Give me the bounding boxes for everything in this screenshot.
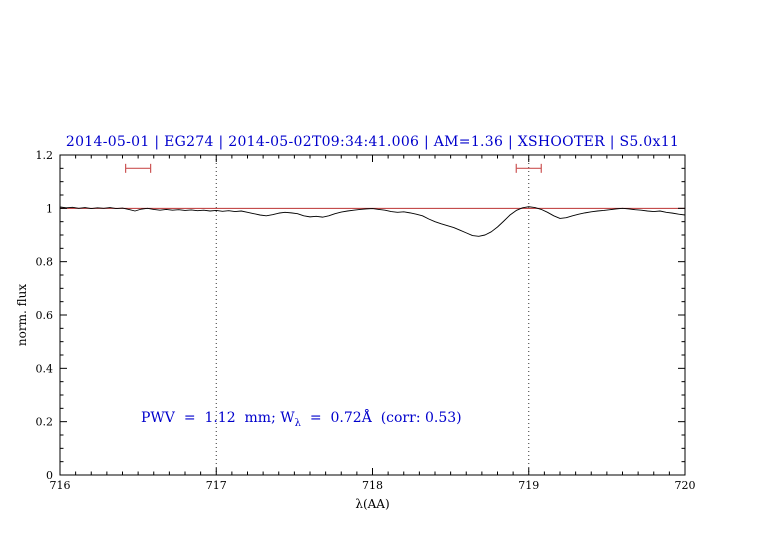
spectrum-line <box>59 206 686 237</box>
x-tick-label: 719 <box>518 479 539 492</box>
pwv-annotation-part1: PWV = 1.12 mm; W <box>141 410 295 426</box>
y-tick-label: 0.8 <box>36 256 54 269</box>
plot-title: 2014-05-01 | EG274 | 2014-05-02T09:34:41… <box>65 134 680 150</box>
y-tick-label: 1 <box>46 202 53 215</box>
y-axis-label: norm. flux <box>15 283 29 347</box>
pwv-annotation-part2: = 0.72Å (corr: 0.53) <box>300 410 462 426</box>
y-tick-label: 0.6 <box>36 309 54 322</box>
y-tick-label: 0.4 <box>36 362 54 375</box>
x-tick-label: 720 <box>675 479 696 492</box>
y-tick-label: 0 <box>46 469 53 482</box>
x-tick-label: 718 <box>362 479 383 492</box>
pwv-annotation-lambda-subscript: λ <box>294 417 301 429</box>
y-tick-label: 0.2 <box>36 416 54 429</box>
pwv-annotation: PWV = 1.12 mm; Wλ = 0.72Å (corr: 0.53) <box>141 410 462 429</box>
y-tick-label: 1.2 <box>36 149 54 162</box>
x-tick-label: 716 <box>50 479 71 492</box>
x-axis-label: λ(AA) <box>355 497 390 511</box>
x-tick-label: 717 <box>206 479 227 492</box>
